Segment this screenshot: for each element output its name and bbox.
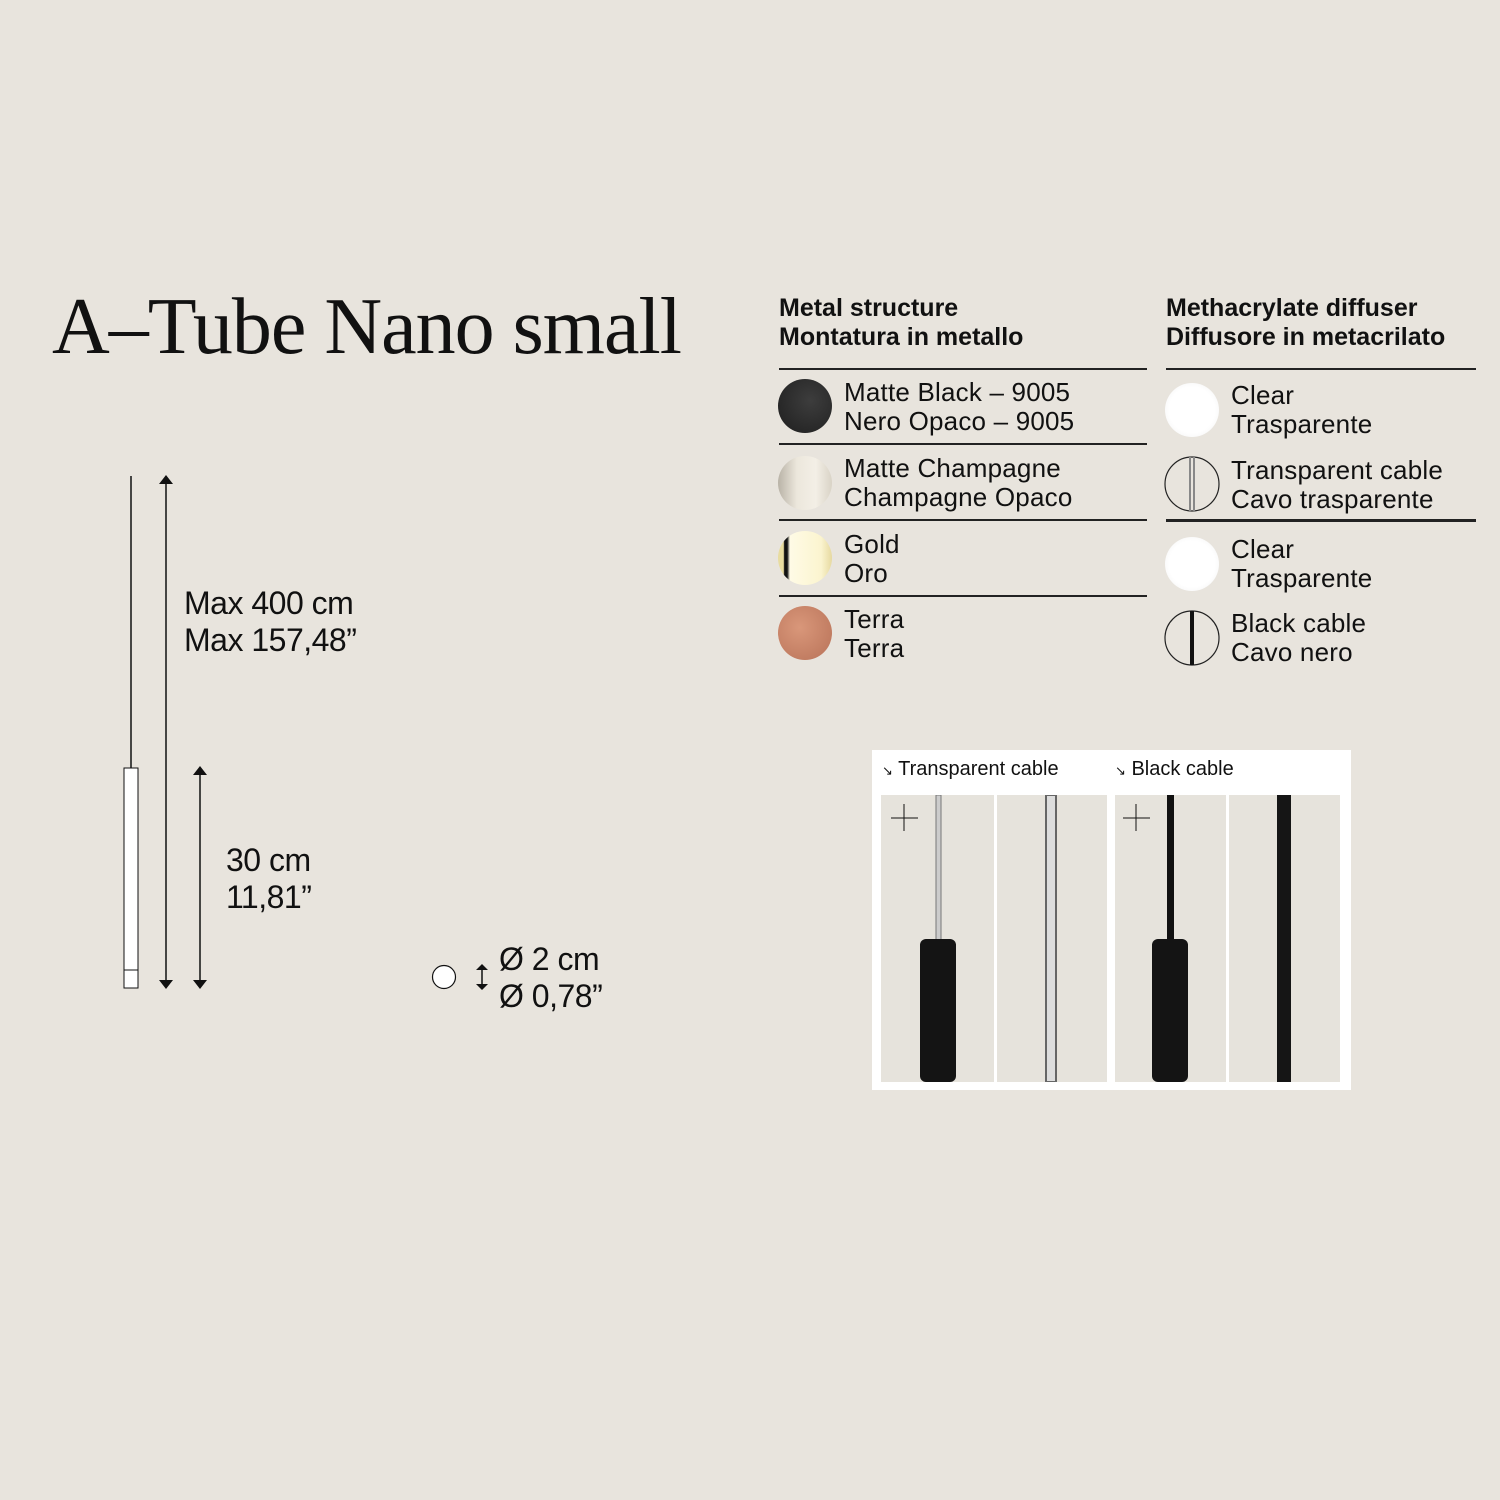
transparent-cable-lamp-photo[interactable] <box>881 795 994 1082</box>
body-length-label: 30 cm 11,81” <box>226 842 312 916</box>
finish-it: Champagne Opaco <box>844 482 1073 512</box>
diffuser-heading-it: Diffusore in metacrilato <box>1166 323 1446 351</box>
swatch-terra[interactable] <box>778 606 832 660</box>
finish-it: Trasparente <box>1231 563 1373 593</box>
diameter-label: Ø 2 cm Ø 0,78” <box>499 941 603 1015</box>
max-height-in: Max 157,48” <box>184 622 357 658</box>
divider <box>779 595 1147 597</box>
finish-label: Transparent cable Cavo trasparente <box>1231 456 1443 514</box>
divider <box>779 519 1147 521</box>
finish-it: Nero Opaco – 9005 <box>844 406 1075 436</box>
finish-en: Terra <box>844 604 905 634</box>
finish-en: Gold <box>844 529 900 559</box>
finish-label: Black cable Cavo nero <box>1231 609 1366 667</box>
finish-en: Clear <box>1231 380 1295 410</box>
swatch-matte-black[interactable] <box>778 379 832 433</box>
finish-label: Terra Terra <box>844 605 904 663</box>
finish-en: Transparent cable <box>1231 455 1443 485</box>
finish-label: Clear Trasparente <box>1231 535 1372 593</box>
metal-heading-en: Metal structure <box>779 294 959 322</box>
tube-body <box>123 767 139 989</box>
max-height-arrow <box>159 475 173 989</box>
transparent-cable-caption: ↘ Transparent cable <box>882 758 1059 781</box>
black-cable-detail-photo[interactable] <box>1229 795 1340 1082</box>
finish-label: Gold Oro <box>844 530 900 588</box>
finish-en: Clear <box>1231 534 1295 564</box>
black-cable-icon[interactable] <box>1164 609 1220 667</box>
finish-it: Trasparente <box>1231 409 1373 439</box>
divider <box>1166 368 1476 370</box>
caption-text: Transparent cable <box>898 758 1059 780</box>
diameter-icon <box>431 964 488 990</box>
metal-heading-it: Montatura in metallo <box>779 323 1024 351</box>
diffuser-heading: Methacrylate diffuser Diffusore in metac… <box>1166 294 1445 352</box>
black-cable-caption: ↘ Black cable <box>1115 758 1234 781</box>
transparent-cable-icon[interactable] <box>1164 455 1220 513</box>
swatch-gold[interactable] <box>778 531 832 585</box>
diffuser-heading-en: Methacrylate diffuser <box>1166 294 1418 322</box>
finish-en: Black cable <box>1231 608 1367 638</box>
finish-it: Oro <box>844 558 888 588</box>
finish-label: Clear Trasparente <box>1231 381 1372 439</box>
finish-en: Matte Champagne <box>844 453 1061 483</box>
arrow-down-right-icon: ↘ <box>1115 763 1126 778</box>
finish-label: Matte Champagne Champagne Opaco <box>844 454 1072 512</box>
caption-text: Black cable <box>1131 758 1234 780</box>
body-length-arrow <box>193 766 207 989</box>
black-cable-lamp-photo[interactable] <box>1115 795 1226 1082</box>
body-length-cm: 30 cm <box>226 842 311 878</box>
finish-it: Cavo nero <box>1231 637 1353 667</box>
divider <box>779 443 1147 445</box>
metal-heading: Metal structure Montatura in metallo <box>779 294 1023 352</box>
page-title: A–Tube Nano small <box>52 283 682 371</box>
divider <box>1166 519 1476 522</box>
divider <box>779 368 1147 370</box>
diameter-cm: Ø 2 cm <box>499 941 600 977</box>
finish-label: Matte Black – 9005 Nero Opaco – 9005 <box>844 378 1074 436</box>
finish-en: Matte Black – 9005 <box>844 377 1071 407</box>
finish-it: Cavo trasparente <box>1231 484 1434 514</box>
body-length-in: 11,81” <box>226 879 312 915</box>
max-height-label: Max 400 cm Max 157,48” <box>184 585 357 659</box>
dimension-drawing <box>123 475 207 989</box>
max-height-cm: Max 400 cm <box>184 585 354 621</box>
transparent-cable-detail-photo[interactable] <box>997 795 1107 1082</box>
cable-gallery: ↘ Transparent cable ↘ Black cable <box>872 750 1351 1090</box>
diameter-in: Ø 0,78” <box>499 978 603 1014</box>
swatch-matte-champagne[interactable] <box>778 456 832 510</box>
finish-it: Terra <box>844 633 905 663</box>
swatch-clear[interactable] <box>1165 383 1219 437</box>
arrow-down-right-icon: ↘ <box>882 763 893 778</box>
swatch-clear[interactable] <box>1165 537 1219 591</box>
